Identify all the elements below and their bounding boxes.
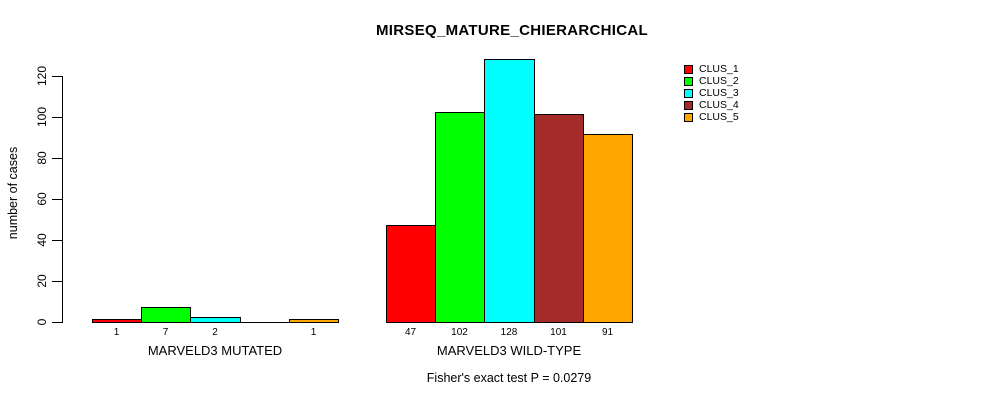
bar — [583, 134, 633, 323]
legend-label: CLUS_5 — [699, 111, 739, 123]
y-axis-tick-label: 80 — [35, 151, 49, 165]
bar — [386, 225, 436, 323]
group-axis-label: MARVELD3 MUTATED — [147, 343, 283, 358]
y-axis-tick-label: 20 — [35, 274, 49, 288]
legend-swatch-icon — [684, 112, 693, 122]
legend-label: CLUS_3 — [699, 87, 739, 99]
bar — [190, 317, 241, 323]
y-axis-line — [62, 76, 63, 323]
bar — [289, 319, 339, 323]
y-axis-tick — [52, 158, 62, 159]
legend: CLUS_1 CLUS_2 CLUS_3 CLUS_4 CLUS_5 — [684, 63, 739, 123]
annotation-text: Fisher's exact test P = 0.0279 — [426, 371, 592, 385]
y-axis-tick — [52, 199, 62, 200]
bar-zero-height — [240, 322, 290, 323]
bar — [435, 112, 485, 323]
legend-entry: CLUS_4 — [684, 99, 739, 111]
bar — [484, 59, 535, 323]
bar — [141, 307, 191, 323]
y-axis-tick-label: 60 — [35, 192, 49, 206]
legend-swatch-icon — [684, 88, 693, 98]
y-axis-tick-label: 0 — [35, 318, 49, 326]
y-axis-tick — [52, 240, 62, 241]
bar-value-label: 1 — [113, 327, 120, 338]
bar-value-label: 101 — [550, 327, 567, 338]
legend-label: CLUS_2 — [699, 75, 739, 87]
legend-swatch-icon — [684, 100, 693, 110]
y-axis-tick — [52, 281, 62, 282]
legend-label: CLUS_1 — [699, 63, 739, 75]
y-axis-tick-label: 40 — [35, 233, 49, 247]
bar — [534, 114, 584, 323]
group-axis-label: MARVELD3 WILD-TYPE — [436, 343, 582, 358]
legend-swatch-icon — [684, 76, 693, 86]
bar-value-label: 91 — [601, 327, 614, 338]
bar-value-label: 102 — [451, 327, 468, 338]
bar — [92, 319, 142, 323]
legend-swatch-icon — [684, 64, 693, 74]
legend-entry: CLUS_3 — [684, 87, 739, 99]
y-axis-tick — [52, 322, 62, 323]
y-axis-tick-label: 120 — [35, 65, 49, 87]
bar-value-label: 2 — [212, 327, 218, 338]
bar-value-label: 1 — [310, 327, 317, 338]
chart-title: MIRSEQ_MATURE_CHIERARCHICAL — [376, 22, 648, 39]
legend-entry: CLUS_1 — [684, 63, 739, 75]
legend-entry: CLUS_2 — [684, 75, 739, 87]
y-axis-tick-label: 100 — [35, 106, 49, 128]
y-axis-tick — [52, 76, 62, 77]
legend-entry: CLUS_5 — [684, 111, 739, 123]
y-axis-tick — [52, 117, 62, 118]
y-axis-label: number of cases — [6, 146, 20, 240]
bar-value-label: 47 — [404, 327, 417, 338]
bar-value-label: 7 — [162, 327, 169, 338]
legend-label: CLUS_4 — [699, 99, 739, 111]
bar-value-label: 128 — [500, 327, 518, 338]
